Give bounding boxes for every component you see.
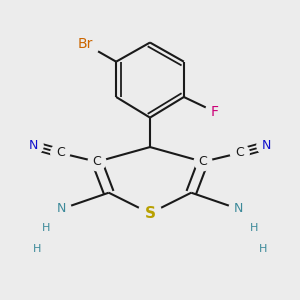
Text: C: C bbox=[93, 155, 101, 168]
Text: H: H bbox=[42, 223, 50, 233]
Text: N: N bbox=[29, 139, 38, 152]
Circle shape bbox=[88, 153, 106, 171]
Circle shape bbox=[138, 202, 162, 225]
Circle shape bbox=[71, 30, 99, 58]
Text: S: S bbox=[145, 206, 155, 221]
Circle shape bbox=[51, 143, 70, 162]
Text: H: H bbox=[250, 223, 258, 233]
Circle shape bbox=[206, 102, 224, 121]
Text: N: N bbox=[262, 139, 271, 152]
Text: C: C bbox=[236, 146, 244, 159]
Circle shape bbox=[229, 200, 248, 218]
Text: C: C bbox=[199, 155, 207, 168]
Text: H: H bbox=[259, 244, 268, 254]
Circle shape bbox=[230, 143, 249, 162]
Text: F: F bbox=[211, 105, 219, 119]
Text: N: N bbox=[57, 202, 66, 215]
Circle shape bbox=[52, 200, 71, 218]
Circle shape bbox=[257, 136, 276, 155]
Text: H: H bbox=[32, 244, 41, 254]
Circle shape bbox=[24, 136, 43, 155]
Text: N: N bbox=[234, 202, 243, 215]
Text: Br: Br bbox=[77, 37, 93, 51]
Circle shape bbox=[194, 153, 212, 171]
Text: C: C bbox=[56, 146, 64, 159]
